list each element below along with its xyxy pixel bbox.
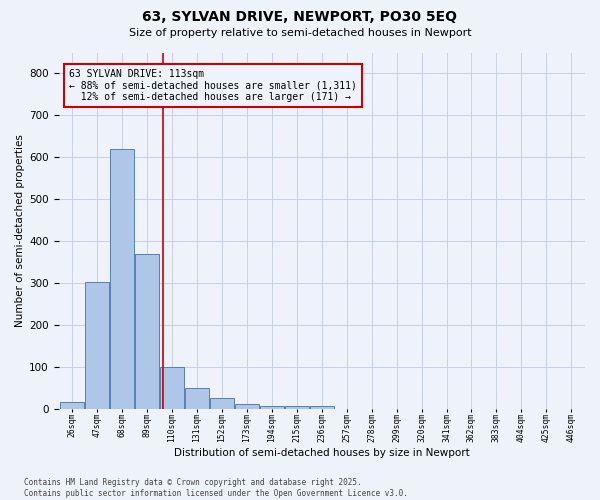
Bar: [110, 150, 134, 408]
Bar: [310, 406, 334, 408]
Bar: [185, 388, 209, 408]
Text: Size of property relative to semi-detached houses in Newport: Size of property relative to semi-detach…: [128, 28, 472, 38]
Text: 63 SYLVAN DRIVE: 113sqm
← 88% of semi-detached houses are smaller (1,311)
  12% : 63 SYLVAN DRIVE: 113sqm ← 88% of semi-de…: [69, 68, 357, 102]
Bar: [235, 404, 259, 408]
Bar: [260, 406, 284, 408]
Bar: [60, 402, 84, 408]
Bar: [210, 398, 234, 408]
Bar: [85, 282, 109, 408]
Y-axis label: Number of semi-detached properties: Number of semi-detached properties: [15, 134, 25, 327]
Bar: [160, 366, 184, 408]
Text: Contains HM Land Registry data © Crown copyright and database right 2025.
Contai: Contains HM Land Registry data © Crown c…: [24, 478, 408, 498]
Text: 63, SYLVAN DRIVE, NEWPORT, PO30 5EQ: 63, SYLVAN DRIVE, NEWPORT, PO30 5EQ: [143, 10, 458, 24]
Bar: [135, 254, 159, 408]
Bar: [285, 406, 309, 408]
X-axis label: Distribution of semi-detached houses by size in Newport: Distribution of semi-detached houses by …: [174, 448, 470, 458]
